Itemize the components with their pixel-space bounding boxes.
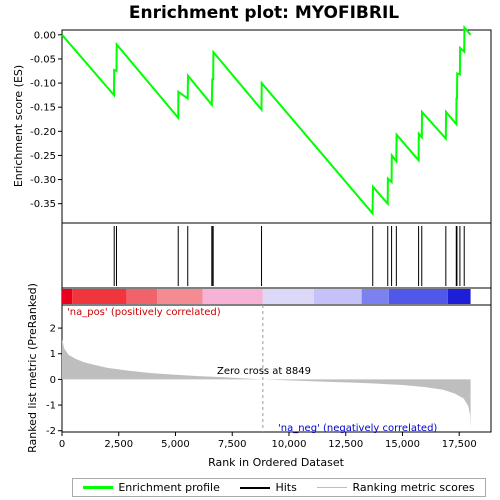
zero-cross-label: Zero cross at 8849 xyxy=(217,366,311,377)
metric-y-tick-label: -1 xyxy=(46,401,56,412)
es-y-tick-label: -0.35 xyxy=(30,199,56,210)
rank-bar-segment xyxy=(72,289,127,304)
legend-item-ranking-metric: Ranking metric scores xyxy=(317,481,475,494)
es-y-tick-label: -0.30 xyxy=(30,175,56,186)
x-axis: 0 2,500 5,000 7,500 10,000 12,500 15,000 17,500 xyxy=(59,432,477,450)
metric-y-tick-label: -2 xyxy=(46,426,56,437)
rank-bar-segment xyxy=(157,289,203,304)
rank-bar-segment xyxy=(126,289,158,304)
enrichment-profile-swatch xyxy=(83,486,114,489)
es-y-tick-label: 0.00 xyxy=(34,30,56,41)
es-y-tick-label: -0.15 xyxy=(30,103,56,114)
ranking-metric-swatch xyxy=(317,487,348,488)
es-y-tick-label: -0.25 xyxy=(30,151,56,162)
enrichment-score-panel: 0.00-0.05-0.10-0.15-0.20-0.25-0.30-0.35 … xyxy=(12,24,492,224)
x-tick-label: 0 xyxy=(59,439,65,450)
metric-y-tick-label: 2 xyxy=(50,324,56,335)
x-tick-label: 7,500 xyxy=(218,439,247,450)
rank-bar-segment xyxy=(388,289,448,304)
legend: Enrichment profile Hits Ranking metric s… xyxy=(72,478,486,497)
chart-title: Enrichment plot: MYOFIBRIL xyxy=(129,3,399,23)
rank-color-bar xyxy=(62,289,471,304)
rank-bar-segment xyxy=(262,289,314,304)
es-y-axis-label: Enrichment score (ES) xyxy=(12,65,25,187)
x-tick-label: 17,500 xyxy=(442,439,477,450)
x-tick-label: 12,500 xyxy=(328,439,363,450)
x-tick-label: 5,000 xyxy=(161,439,190,450)
hits-swatch xyxy=(240,486,271,489)
hit-markers xyxy=(113,226,465,286)
legend-label: Enrichment profile xyxy=(118,481,220,494)
rank-color-bar-panel xyxy=(61,287,492,306)
es-y-axis: 0.00 -0.05 -0.10 -0.15 -0.20 -0.25 -0.30 -0.35 xyxy=(30,30,62,210)
legend-label: Ranking metric scores xyxy=(352,481,475,494)
hits-panel xyxy=(61,222,492,289)
rank-bar-segment xyxy=(202,289,263,304)
x-tick-label: 15,000 xyxy=(385,439,420,450)
positive-correlation-label: 'na_pos' (positively correlated) xyxy=(67,307,221,318)
legend-item-hits: Hits xyxy=(240,481,297,494)
metric-y-axis: 2 1 0 -1 -2 xyxy=(46,324,62,437)
legend-item-enrichment-profile: Enrichment profile xyxy=(83,481,220,494)
es-y-tick-label: -0.20 xyxy=(30,127,56,138)
enrichment-profile-line xyxy=(61,24,472,216)
rank-bar-segment xyxy=(447,289,471,304)
ranked-metric-panel: 2 1 0 -1 -2 'na_pos' (positively correlated)… xyxy=(26,283,492,453)
legend-label: Hits xyxy=(275,481,297,494)
metric-y-tick-label: 1 xyxy=(50,349,56,360)
rank-bar-segment xyxy=(361,289,389,304)
x-axis-label: Rank in Ordered Dataset xyxy=(208,456,345,469)
metric-y-tick-label: 0 xyxy=(50,375,56,386)
x-tick-label: 10,000 xyxy=(271,439,306,450)
rank-bar-segment xyxy=(62,289,73,304)
negative-correlation-label: 'na_neg' (negatively correlated) xyxy=(278,423,437,434)
es-y-tick-label: -0.05 xyxy=(30,54,56,65)
es-y-tick-label: -0.10 xyxy=(30,79,56,90)
ranking-metric-area xyxy=(62,339,471,429)
rank-bar-segment xyxy=(313,289,362,304)
metric-y-axis-label: Ranked list metric (PreRanked) xyxy=(26,283,39,453)
x-tick-label: 2,500 xyxy=(104,439,133,450)
